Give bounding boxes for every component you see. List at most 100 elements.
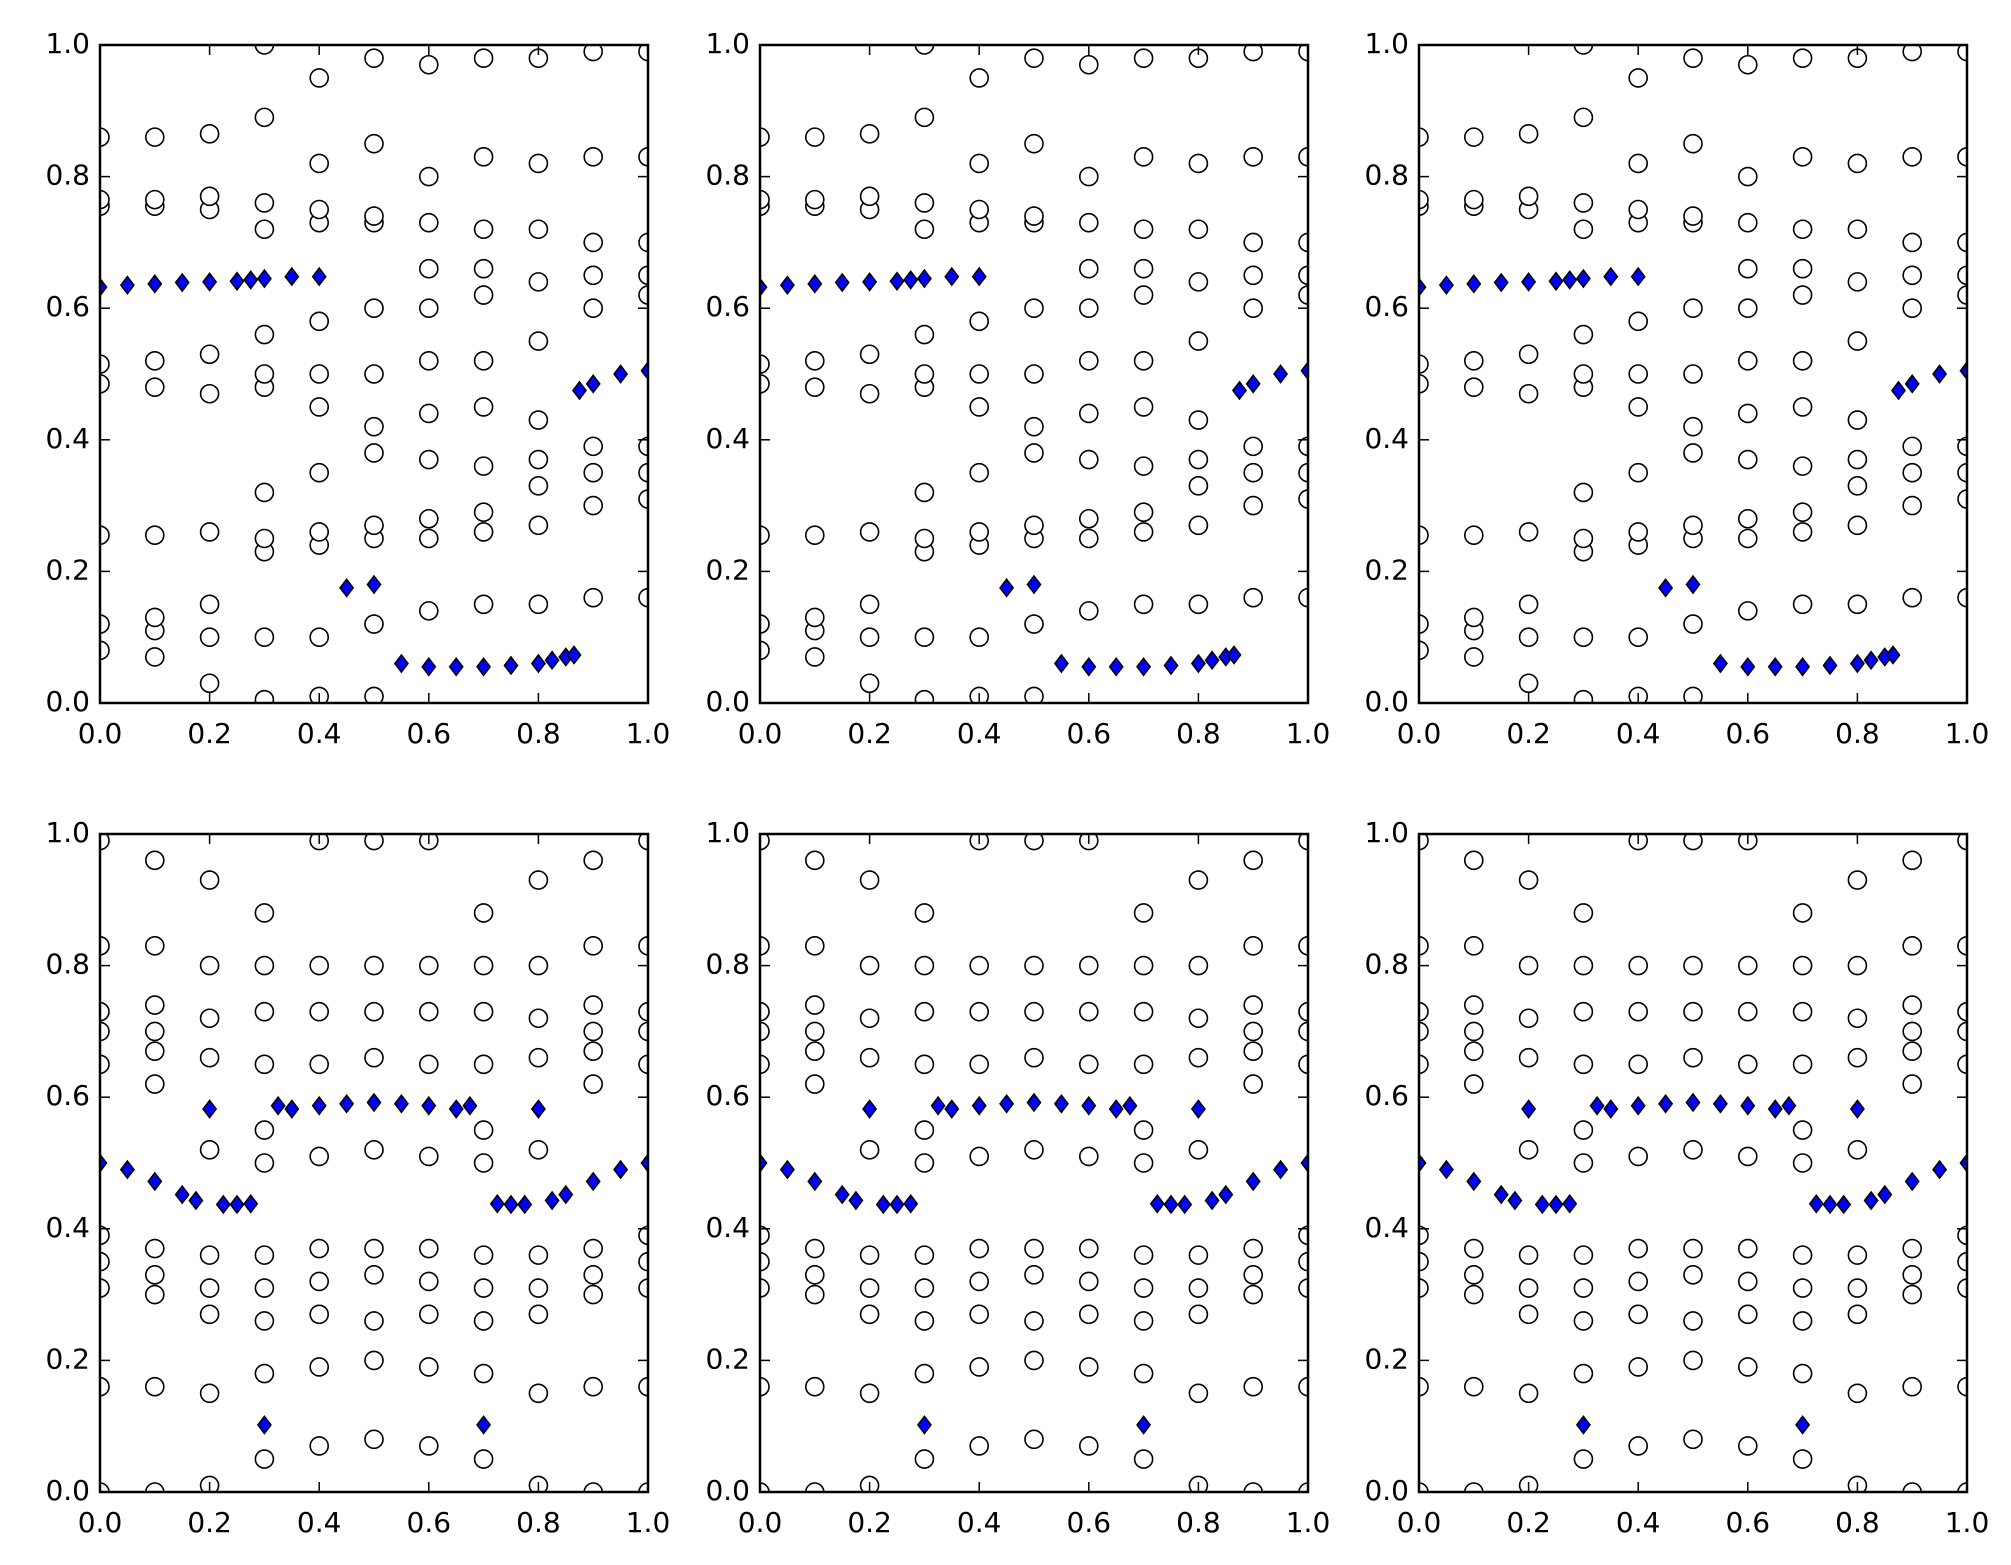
- circle-point: [364, 133, 384, 154]
- circle-point: [528, 219, 549, 240]
- diamond-point: [1026, 1092, 1042, 1113]
- circle-point: [1464, 607, 1484, 628]
- circle-point: [760, 1001, 770, 1022]
- y-tick-label: 0.8: [45, 948, 90, 981]
- circle-point: [145, 1376, 165, 1397]
- circle-point: [1518, 1304, 1539, 1325]
- diamond-point: [971, 1095, 987, 1116]
- circle-point: [1298, 285, 1308, 305]
- circle-point: [1298, 1376, 1308, 1397]
- x-tick-label: 0.0: [738, 717, 783, 750]
- circle-point: [859, 1008, 880, 1029]
- circle-point: [583, 1265, 604, 1285]
- circle-point: [100, 1001, 110, 1022]
- circle-point: [145, 607, 165, 628]
- circle-point: [473, 1449, 494, 1469]
- panel: 0.0 0.2 0.4 0.6 0.8 1.0 0.0 0.2 0.4 0.6 0.8 1.0: [705, 27, 1330, 750]
- circle-point: [1243, 936, 1263, 956]
- circle-point: [1847, 515, 1868, 536]
- circle-point: [254, 689, 275, 703]
- circle-point: [1419, 354, 1429, 374]
- diamond-point: [779, 275, 795, 295]
- circle-point: [1792, 1120, 1813, 1140]
- circle-point: [914, 528, 935, 549]
- circle-point: [859, 673, 880, 694]
- circle-point: [1902, 1041, 1922, 1061]
- diamond-point: [503, 1194, 519, 1215]
- y-tick-label: 0.8: [705, 159, 750, 192]
- circle-point: [859, 186, 880, 207]
- circle-point: [1298, 1021, 1308, 1042]
- circle-point: [1079, 1001, 1099, 1022]
- circle-point: [1847, 272, 1868, 292]
- circle-point: [1628, 627, 1648, 648]
- circle-point: [859, 1383, 880, 1404]
- circle-point: [1188, 1140, 1209, 1160]
- diamond-point: [585, 374, 601, 394]
- circle-point: [145, 189, 165, 210]
- circle-point: [418, 1146, 439, 1167]
- circle-point: [1133, 1278, 1154, 1298]
- circle-point: [1573, 1245, 1594, 1265]
- diamond-point: [834, 1184, 850, 1205]
- diamond-point: [202, 1099, 218, 1119]
- circle-point: [199, 1383, 220, 1404]
- circle-point: [1133, 285, 1154, 305]
- circle-point: [1902, 1238, 1922, 1259]
- circle-point: [1133, 351, 1154, 371]
- circle-point: [859, 383, 880, 404]
- x-tick-label: 1.0: [1286, 1506, 1331, 1539]
- y-tick-label: 0.8: [705, 948, 750, 981]
- diamond-point: [1589, 1095, 1605, 1116]
- circle-point: [804, 607, 825, 628]
- circle-point: [1573, 627, 1594, 648]
- diamond-point: [1904, 374, 1920, 394]
- circle-point: [859, 955, 880, 976]
- circle-point: [1243, 495, 1263, 516]
- circle-point: [760, 936, 770, 956]
- circle-point: [145, 1238, 165, 1259]
- y-tick-label: 0.0: [45, 1474, 90, 1507]
- diamond-point: [1026, 574, 1042, 595]
- axes-frame: [758, 832, 1310, 1494]
- circle-point: [914, 482, 935, 503]
- circle-point: [418, 403, 439, 424]
- diamond-point: [174, 1184, 190, 1205]
- circle-point: [1792, 1153, 1813, 1173]
- circle-point: [804, 1238, 825, 1259]
- circle-point: [638, 285, 648, 305]
- circle-point: [583, 850, 604, 871]
- diamond-point: [999, 578, 1015, 598]
- circle-point: [1573, 689, 1594, 703]
- diamond-point: [1190, 1099, 1206, 1119]
- circle-point: [364, 834, 384, 851]
- circle-point: [473, 903, 494, 923]
- circle-point: [1573, 107, 1594, 128]
- x-tick-label: 0.0: [738, 1506, 783, 1539]
- circle-point: [309, 364, 330, 384]
- circle-point: [473, 258, 494, 279]
- circle-point: [1024, 364, 1044, 384]
- y-tick-label: 1.0: [705, 816, 750, 849]
- circle-point: [969, 397, 990, 417]
- circle-point: [1847, 219, 1868, 240]
- circle-point: [1464, 1482, 1484, 1492]
- circle-point: [1464, 1376, 1484, 1397]
- circle-point: [583, 936, 604, 956]
- circle-point: [914, 364, 935, 384]
- y-tick-label: 0.6: [1364, 290, 1409, 323]
- diamond-point: [779, 1159, 795, 1180]
- circle-point: [473, 955, 494, 976]
- circle-point: [1628, 1304, 1648, 1325]
- circle-point: [804, 525, 825, 546]
- circle-point: [1957, 936, 1967, 956]
- circle-point: [760, 834, 770, 851]
- diamond-point: [448, 656, 464, 677]
- circle-point: [1957, 1021, 1967, 1042]
- circle-point: [1188, 955, 1209, 976]
- circle-point: [1683, 834, 1703, 851]
- circle-point: [309, 153, 330, 174]
- circle-point: [1792, 1278, 1813, 1298]
- circle-point: [914, 1054, 935, 1075]
- circle-point: [638, 45, 648, 62]
